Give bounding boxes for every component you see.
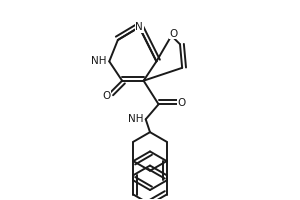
Text: NH: NH [91,56,106,66]
Text: O: O [102,91,111,101]
Text: N: N [135,22,143,32]
Text: NH: NH [128,114,144,124]
Text: O: O [178,98,186,108]
Text: O: O [169,29,178,39]
